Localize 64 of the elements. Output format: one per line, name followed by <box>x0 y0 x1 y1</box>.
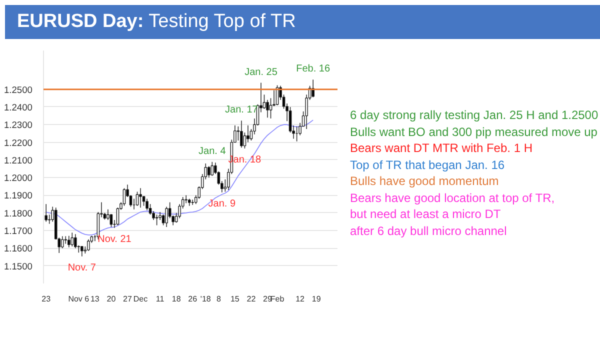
x-tick-label: 18 <box>172 294 182 304</box>
y-tick-label: 1.1600 <box>4 244 32 254</box>
annotation: Nov. 7 <box>68 262 96 274</box>
candlestick <box>67 235 70 248</box>
x-tick-label: 26 <box>188 294 198 304</box>
x-tick-label: 12 <box>296 294 306 304</box>
y-tick-label: 1.2500 <box>4 84 32 95</box>
x-tick-label: 8 <box>216 294 222 304</box>
text: Top of TR that began Jan. 16 <box>350 156 506 173</box>
text: 6 day strong rally testing Jan. 25 H and 1.2500 <box>350 107 598 124</box>
y-tick-label: 1.2400 <box>4 102 32 112</box>
y-tick-label: 1.2200 <box>4 138 32 148</box>
annotation: Nov. 21 <box>98 234 132 245</box>
text: Bulls want BO and 300 pip measured move up <box>350 124 598 140</box>
candlestick <box>136 191 139 206</box>
annotation: Jan. 4 <box>198 146 226 157</box>
candlestick <box>207 166 210 178</box>
text: after 6 day bull micro channel <box>350 222 508 239</box>
annotation: Feb. 16 <box>296 64 330 75</box>
y-tick-label: 1.2300 <box>4 120 32 130</box>
x-tick-label: 22 <box>246 294 256 304</box>
y-tick-label: 1.1700 <box>4 226 32 236</box>
y-tick-label: 1.1800 <box>4 208 32 218</box>
x-tick-label: 15 <box>230 294 240 304</box>
candlestick <box>44 204 48 222</box>
x-tick-label: 23 <box>42 294 52 304</box>
candlestick <box>122 188 126 206</box>
chart-title: EURUSD Day: Testing Top of TR <box>5 5 600 39</box>
annotation: Jan. 9 <box>208 198 236 210</box>
candlestick <box>87 238 90 252</box>
x-tick-label: 19 <box>312 294 322 304</box>
candlestick <box>155 214 158 226</box>
candlestick <box>64 236 68 244</box>
candlestick <box>146 198 148 211</box>
candlestick <box>80 246 84 257</box>
candlestick <box>139 188 142 208</box>
text: Bulls have good momentum <box>350 173 500 190</box>
y-tick-label: 1.1900 <box>4 190 32 201</box>
candlestick <box>165 206 168 228</box>
x-tick-label: 13 <box>90 294 100 304</box>
candlestick <box>246 124 250 143</box>
x-tick-label: Nov 6 <box>68 294 90 304</box>
candlestick <box>191 199 194 206</box>
x-tick-label: 27 <box>123 294 132 304</box>
y-tick-label: 1.2100 <box>4 155 32 166</box>
annotation: Jan. 25 <box>244 66 278 78</box>
y-tick-label: 1.1500 <box>4 261 32 272</box>
candlestick <box>60 236 64 249</box>
x-tick-label: 29 <box>263 294 272 304</box>
candlestick <box>210 161 214 176</box>
candlestick <box>106 208 110 220</box>
text: but need at least a micro DT <box>350 206 502 222</box>
text: Bears have good location at top of TR, <box>350 190 556 206</box>
candlestick <box>70 232 74 247</box>
x-tick-label: Feb <box>270 294 285 304</box>
x-tick-label: 20 <box>106 294 116 304</box>
candlestick <box>74 234 77 249</box>
x-tick-label: Dec <box>133 294 148 304</box>
text: Bears want DT MTR with Feb. 1 H <box>350 140 534 156</box>
y-tick-label: 1.2000 <box>4 173 32 184</box>
x-tick-label: 11 <box>156 294 165 304</box>
x-tick-label: '18 <box>200 294 212 304</box>
candlestick <box>184 194 188 204</box>
candlestick <box>240 120 243 148</box>
